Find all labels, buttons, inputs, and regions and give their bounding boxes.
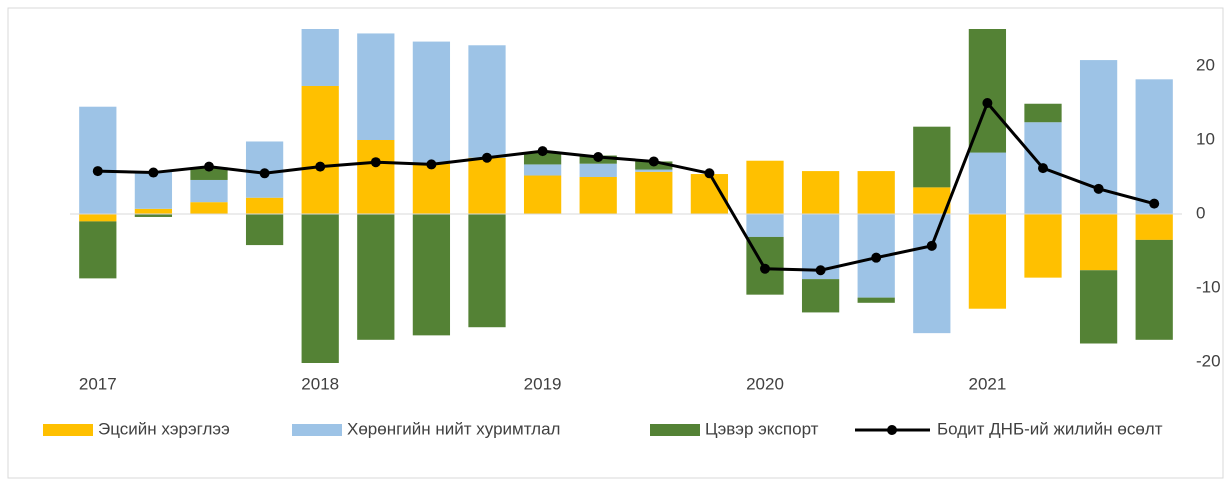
line-point bbox=[982, 98, 993, 108]
bar-segment bbox=[357, 140, 395, 214]
bar-segment bbox=[412, 41, 451, 164]
plot-area bbox=[79, 29, 1173, 363]
bar-segment bbox=[523, 164, 562, 176]
line-point bbox=[482, 152, 492, 163]
line-point bbox=[92, 166, 103, 177]
bar-segment bbox=[1024, 214, 1062, 278]
line-point bbox=[426, 159, 437, 170]
bar-segment bbox=[301, 29, 339, 86]
bar-segment bbox=[968, 152, 1007, 214]
bar-segment bbox=[968, 214, 1007, 309]
line-point bbox=[815, 265, 826, 276]
line-point bbox=[370, 157, 381, 168]
bar-segment bbox=[1024, 103, 1062, 123]
legend-swatch bbox=[292, 424, 342, 436]
bar-segment bbox=[1135, 214, 1173, 240]
bar-segment bbox=[190, 167, 228, 180]
bar-segment bbox=[79, 221, 117, 279]
x-tick-label: 2019 bbox=[524, 374, 562, 393]
bar-segment bbox=[190, 179, 228, 203]
line-point bbox=[315, 161, 326, 172]
line-point bbox=[704, 168, 715, 179]
line-point bbox=[537, 146, 548, 157]
legend-label: Бодит ДНБ-ий жилийн өсөлт bbox=[937, 419, 1163, 438]
bar-segment bbox=[857, 297, 895, 303]
bar-segment bbox=[523, 175, 562, 214]
line-point bbox=[1038, 163, 1048, 174]
line-point bbox=[204, 161, 214, 172]
line-series bbox=[97, 100, 1155, 272]
bar-segment bbox=[1135, 79, 1173, 214]
line-point bbox=[593, 152, 604, 163]
bar-segment bbox=[746, 214, 784, 237]
line-point bbox=[1149, 198, 1160, 209]
bar-segment bbox=[913, 214, 951, 334]
bar-segment bbox=[412, 214, 451, 336]
x-tick-label: 2021 bbox=[968, 374, 1006, 393]
bar-segment bbox=[190, 202, 228, 214]
bar-segment bbox=[635, 169, 673, 172]
x-tick-label: 2020 bbox=[746, 374, 784, 393]
bar-segment bbox=[746, 160, 784, 214]
legend-label: Эцсийн хэрэглээ bbox=[98, 419, 230, 438]
bar-segment bbox=[579, 177, 617, 214]
bar-segment bbox=[468, 214, 506, 328]
bar-segment bbox=[79, 214, 117, 222]
bar-segment bbox=[245, 214, 284, 246]
bar-segment bbox=[245, 197, 284, 214]
y-tick-label: -10 bbox=[1196, 277, 1221, 296]
bar-segment bbox=[1079, 270, 1118, 344]
bar-segment bbox=[134, 208, 173, 214]
line-point bbox=[871, 252, 882, 263]
bar-segment bbox=[579, 163, 617, 177]
line-point bbox=[1093, 183, 1104, 194]
bar-segment bbox=[357, 214, 395, 340]
legend-swatch bbox=[650, 424, 700, 436]
legend-swatch bbox=[43, 424, 93, 436]
bar-segment bbox=[357, 33, 395, 140]
chart-border bbox=[7, 7, 1224, 479]
bar-segment bbox=[913, 126, 951, 188]
line-point bbox=[926, 240, 937, 251]
bar-segment bbox=[468, 157, 506, 214]
line-point bbox=[760, 263, 770, 274]
bar-segment bbox=[801, 279, 840, 313]
y-tick-label: -20 bbox=[1196, 351, 1221, 370]
legend-label: Цэвэр экспорт bbox=[705, 419, 819, 438]
bar-segment bbox=[468, 45, 506, 158]
x-tick-label: 2017 bbox=[79, 374, 117, 393]
y-tick-label: 20 bbox=[1196, 55, 1215, 74]
bar-segment bbox=[801, 171, 840, 214]
bar-segment bbox=[412, 163, 451, 214]
bar-segment bbox=[1079, 214, 1118, 271]
bar-segment bbox=[857, 171, 895, 214]
bar-segment bbox=[523, 152, 562, 165]
bar-segment bbox=[134, 171, 173, 209]
line-point bbox=[259, 168, 270, 179]
bar-segment bbox=[1135, 239, 1173, 340]
line-point bbox=[148, 167, 159, 178]
bar-segment bbox=[134, 214, 173, 217]
line-point bbox=[648, 156, 659, 167]
bar-segment bbox=[635, 171, 673, 214]
y-tick-label: 0 bbox=[1196, 203, 1205, 222]
legend-marker bbox=[887, 425, 897, 435]
bar-segment bbox=[301, 85, 339, 214]
bar-segment bbox=[79, 106, 117, 214]
legend-label: Хөрөнгийн нийт хуримтлал bbox=[347, 419, 560, 438]
y-tick-label: 10 bbox=[1196, 129, 1215, 148]
bar-segment bbox=[913, 187, 951, 214]
x-tick-label: 2018 bbox=[301, 374, 339, 393]
bar-segment bbox=[301, 214, 339, 363]
